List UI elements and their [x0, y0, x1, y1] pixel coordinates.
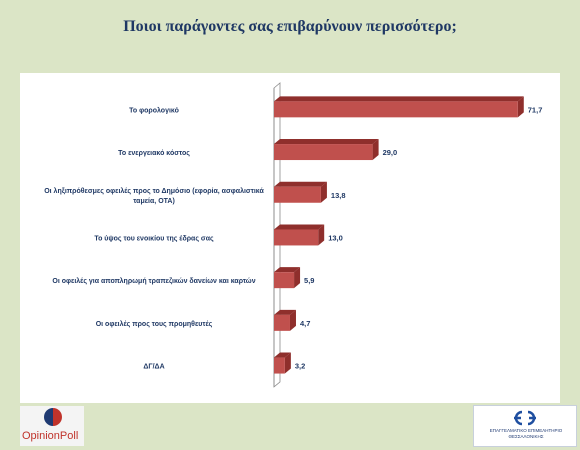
bar: [274, 357, 285, 374]
category-label: Το ενεργειακό κόστος: [118, 150, 190, 157]
bar-top: [274, 309, 296, 315]
category-label: Το ύψος του ενοικίου της έδρας σας: [94, 235, 214, 242]
bar-side: [289, 309, 296, 331]
bar-top: [274, 267, 301, 273]
bar-side: [320, 181, 327, 203]
opinionpoll-circle-icon: [44, 408, 62, 426]
category-label: ταμεία, ΟΤΑ): [133, 198, 175, 205]
bar: [274, 144, 373, 161]
data-label: 71,7: [528, 105, 543, 114]
category-label: Οι οφειλές για αποπληρωμή τραπεζικών δαν…: [52, 277, 255, 285]
data-label: 5,9: [304, 276, 314, 285]
bar-chart: 71,7 Το φορολογικό 29,0 Το ενεργειακό κόστο…: [44, 82, 543, 388]
bar: [274, 101, 518, 118]
bar-top: [274, 352, 291, 358]
opinionpoll-logo-text: OpinionPoll: [22, 430, 79, 442]
bar: [274, 314, 290, 331]
chamber-logo-text: ΕΠΑΓΓΕΛΜΑΤΙΚΟ ΕΠΙΜΕΛΗΤΗΡΙΟ ΘΕΣΣΑΛΟΝΙΚΗΣ: [474, 428, 578, 440]
chamber-logo: ΕΠΑΓΓΕΛΜΑΤΙΚΟ ΕΠΙΜΕΛΗΤΗΡΙΟ ΘΕΣΣΑΛΟΝΙΚΗΣ: [473, 405, 577, 447]
bar-side: [284, 352, 291, 374]
data-label: 13,8: [331, 191, 346, 200]
category-label: Το φορολογικό: [129, 106, 179, 114]
opinionpoll-logo: OpinionPoll: [20, 406, 84, 446]
data-label: 13,0: [328, 233, 343, 242]
data-label: 3,2: [295, 362, 305, 371]
bar-top: [274, 139, 379, 145]
data-label: 29,0: [383, 148, 398, 157]
bar-side: [372, 139, 379, 161]
category-label: Οι οφειλές προς τους προμηθευτές: [96, 320, 213, 328]
bar-top: [274, 96, 524, 102]
chamber-ee-icon: [514, 410, 536, 426]
chamber-name-line1: ΕΠΑΓΓΕΛΜΑΤΙΚΟ ΕΠΙΜΕΛΗΤΗΡΙΟ: [489, 428, 563, 433]
bar: [274, 272, 295, 289]
chart-panel: 71,7 Το φορολογικό 29,0 Το ενεργειακό κόστο…: [20, 73, 560, 403]
bar-top: [274, 181, 327, 187]
bar: [274, 186, 321, 203]
chart-title: Ποιοι παράγοντες σας επιβαρύνουν περισσό…: [123, 18, 457, 35]
chamber-name-line2: ΘΕΣΣΑΛΟΝΙΚΗΣ: [508, 434, 544, 439]
bar-side: [318, 224, 325, 246]
data-label: 4,7: [300, 319, 310, 328]
bar-top: [274, 224, 325, 230]
bar-side: [294, 267, 301, 289]
category-label: Οι ληξιπρόθεσμες οφειλές προς το Δημόσιο…: [44, 187, 264, 195]
bar: [274, 229, 319, 246]
bar-side: [517, 96, 524, 118]
category-label: ΔΓ/ΔΑ: [143, 364, 164, 371]
